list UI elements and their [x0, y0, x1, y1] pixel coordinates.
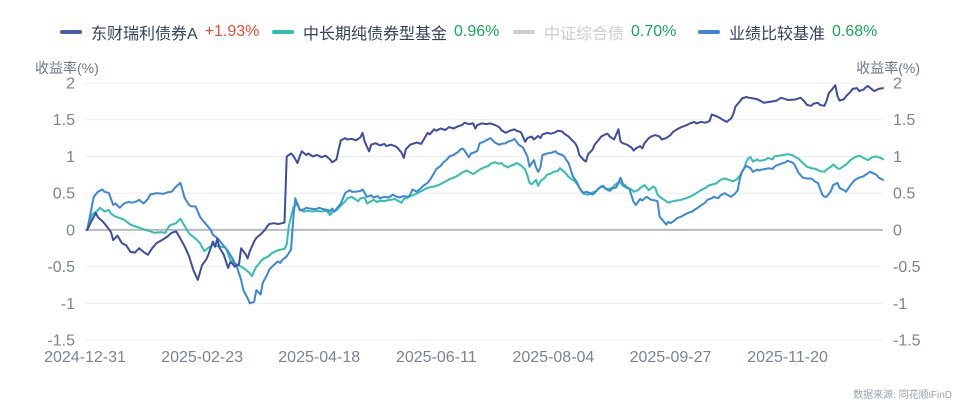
legend-label: 东财瑞利债券A	[91, 26, 198, 43]
x-tick-label: 2025-08-04	[512, 349, 594, 366]
legend-line-marker-icon	[698, 30, 720, 34]
legend: 东财瑞利债券A +1.93% 中长期纯债券型基金 0.96% 中证综合债 0.70% 业绩比…	[0, 0, 960, 46]
legend-value: 0.70%	[631, 23, 677, 40]
legend-item-2[interactable]: 中长期纯债券型基金 0.96%	[272, 21, 499, 43]
y-tick-label-right: -1.5	[893, 333, 921, 350]
y-tick-label-left: 2	[66, 76, 75, 93]
y-tick-label-right: 0	[893, 222, 902, 239]
x-tick-label: 2025-06-11	[396, 349, 477, 366]
y-tick-label-left: -1.5	[47, 333, 75, 350]
y-tick-label-left: 1	[66, 149, 75, 166]
y-tick-label-left: -0.5	[47, 259, 75, 276]
x-tick-label: 2025-02-23	[161, 349, 243, 366]
y-tick-label-left: 1.5	[53, 112, 75, 129]
y-tick-label-left: 0.5	[53, 186, 75, 203]
y-tick-label-left: 0	[66, 222, 75, 239]
y-tick-label-right: -1	[893, 296, 907, 313]
y-tick-label-right: 1	[893, 149, 902, 166]
legend-value: 0.96%	[454, 23, 500, 40]
series-line-东财瑞利债券A	[86, 84, 884, 281]
y-tick-label-right: -0.5	[893, 259, 921, 276]
y-axis-title-left: 收益率(%)	[35, 60, 99, 76]
y-tick-label-right: 0.5	[893, 186, 915, 203]
x-tick-label: 2024-12-31	[44, 349, 126, 366]
legend-line-marker-icon	[272, 30, 294, 34]
legend-item-1[interactable]: 东财瑞利债券A +1.93%	[60, 21, 259, 43]
x-tick-label: 2025-09-27	[630, 349, 712, 366]
legend-item-4[interactable]: 业绩比较基准 0.68%	[698, 21, 877, 43]
x-tick-label: 2025-11-20	[747, 349, 828, 366]
legend-label: 业绩比较基准	[729, 26, 826, 43]
y-tick-label-right: 1.5	[893, 112, 915, 129]
legend-value: +1.93%	[204, 23, 260, 40]
legend-item-3[interactable]: 中证综合债 0.70%	[513, 21, 676, 43]
legend-line-marker-icon	[60, 30, 82, 34]
legend-line-marker-icon	[513, 30, 535, 34]
x-tick-label: 2025-04-18	[278, 349, 360, 366]
series-line-业绩比较基准	[86, 137, 884, 305]
legend-value: 0.68%	[832, 23, 878, 40]
series-line-中长期纯债券型基金	[86, 153, 884, 278]
data-source-note: 数据来源: 同花顺iFinD	[853, 390, 952, 401]
legend-label: 中长期纯债券型基金	[303, 26, 448, 43]
y-axis-title-right: 收益率(%)	[856, 60, 920, 76]
y-tick-label-right: 2	[893, 76, 902, 93]
y-tick-label-left: -1	[61, 296, 75, 313]
legend-label: 中证综合债	[544, 26, 625, 43]
